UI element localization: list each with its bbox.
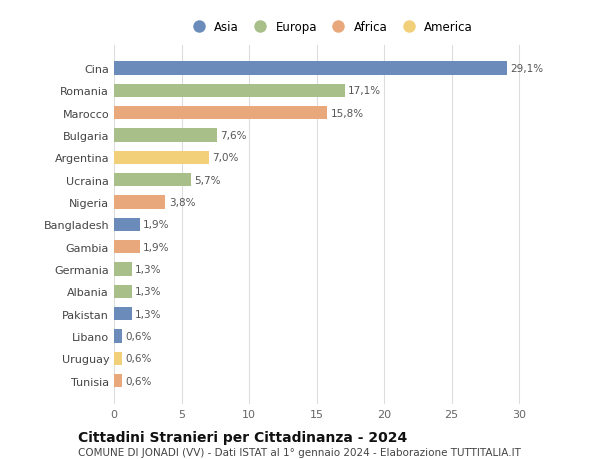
Text: 15,8%: 15,8% xyxy=(331,108,364,118)
Bar xyxy=(114,263,131,276)
Bar xyxy=(114,174,191,187)
Text: 17,1%: 17,1% xyxy=(348,86,382,96)
Text: 0,6%: 0,6% xyxy=(125,354,152,364)
Text: 0,6%: 0,6% xyxy=(125,331,152,341)
Text: 1,3%: 1,3% xyxy=(135,309,161,319)
Bar xyxy=(114,84,345,98)
Text: 1,9%: 1,9% xyxy=(143,220,170,230)
Bar xyxy=(114,374,122,388)
Text: 0,6%: 0,6% xyxy=(125,376,152,386)
Bar xyxy=(114,129,217,142)
Bar xyxy=(114,196,166,209)
Bar xyxy=(114,151,209,165)
Text: 7,6%: 7,6% xyxy=(220,131,247,141)
Bar xyxy=(114,218,140,232)
Text: 5,7%: 5,7% xyxy=(194,175,221,185)
Bar xyxy=(114,308,131,321)
Bar xyxy=(114,352,122,365)
Text: 1,9%: 1,9% xyxy=(143,242,170,252)
Bar xyxy=(114,107,328,120)
Text: COMUNE DI JONADI (VV) - Dati ISTAT al 1° gennaio 2024 - Elaborazione TUTTITALIA.: COMUNE DI JONADI (VV) - Dati ISTAT al 1°… xyxy=(78,447,521,457)
Legend: Asia, Europa, Africa, America: Asia, Europa, Africa, America xyxy=(182,16,478,39)
Text: Cittadini Stranieri per Cittadinanza - 2024: Cittadini Stranieri per Cittadinanza - 2… xyxy=(78,431,407,444)
Bar xyxy=(114,285,131,298)
Bar xyxy=(114,330,122,343)
Text: 29,1%: 29,1% xyxy=(510,64,544,74)
Bar xyxy=(114,241,140,254)
Bar xyxy=(114,62,507,76)
Text: 1,3%: 1,3% xyxy=(135,264,161,274)
Text: 1,3%: 1,3% xyxy=(135,287,161,297)
Text: 7,0%: 7,0% xyxy=(212,153,238,163)
Text: 3,8%: 3,8% xyxy=(169,198,195,207)
